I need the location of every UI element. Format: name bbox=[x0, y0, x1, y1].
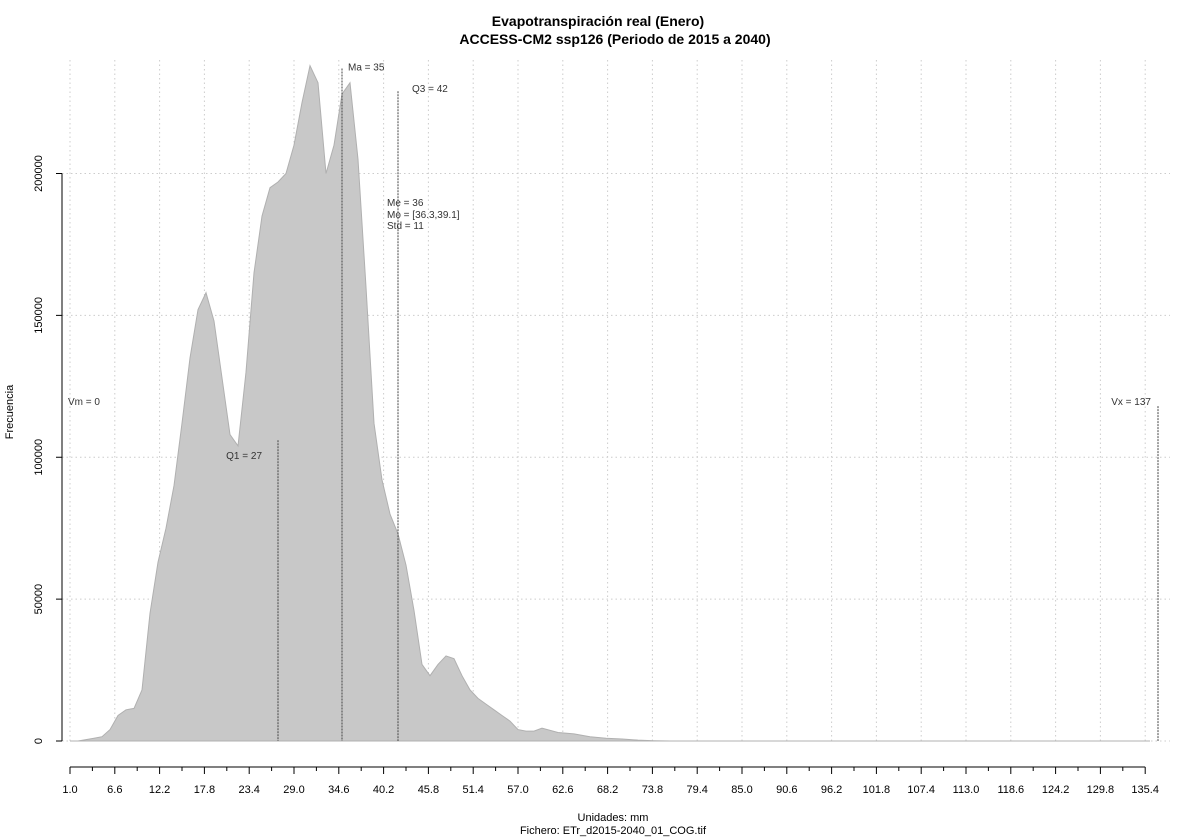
x-tick-label: 90.6 bbox=[776, 784, 797, 796]
x-tick-label: 34.6 bbox=[328, 784, 349, 796]
y-tick-label: 50000 bbox=[33, 584, 45, 615]
stat-label: Ma = 35 bbox=[348, 63, 385, 74]
stat-median: Me = 36 bbox=[387, 198, 424, 209]
x-tick-label: 118.6 bbox=[997, 784, 1024, 796]
x-axis-label: Unidades: mm bbox=[578, 812, 649, 824]
x-tick-label: 6.6 bbox=[107, 784, 122, 796]
stat-label: Q1 = 27 bbox=[226, 451, 262, 462]
x-tick-label: 124.2 bbox=[1042, 784, 1070, 796]
x-tick-label: 96.2 bbox=[821, 784, 842, 796]
x-tick-label: 79.4 bbox=[686, 784, 707, 796]
x-tick-label: 62.6 bbox=[552, 784, 573, 796]
y-tick-label: 150000 bbox=[33, 297, 45, 334]
x-tick-label: 113.0 bbox=[953, 784, 980, 796]
x-tick-label: 68.2 bbox=[597, 784, 618, 796]
chart-title: Evapotranspiración real (Enero) bbox=[492, 13, 704, 29]
x-tick-label: 12.2 bbox=[149, 784, 170, 796]
x-tick-label: 40.2 bbox=[373, 784, 394, 796]
stat-mode: Mo = [36.3,39.1] bbox=[387, 210, 460, 221]
x-tick-label: 51.4 bbox=[462, 784, 483, 796]
y-axis-label: Frecuencia bbox=[4, 384, 16, 439]
stat-label: Vm = 0 bbox=[68, 397, 100, 408]
footer-filename: Fichero: ETr_d2015-2040_01_COG.tif bbox=[520, 825, 707, 837]
y-tick-label: 100000 bbox=[33, 439, 45, 476]
x-tick-label: 57.0 bbox=[507, 784, 528, 796]
x-tick-label: 73.8 bbox=[642, 784, 663, 796]
x-tick-label: 45.8 bbox=[418, 784, 439, 796]
x-tick-label: 101.8 bbox=[863, 784, 891, 796]
chart-subtitle: ACCESS-CM2 ssp126 (Periodo de 2015 a 204… bbox=[459, 31, 770, 47]
x-tick-label: 17.8 bbox=[194, 784, 215, 796]
x-tick-label: 29.0 bbox=[283, 784, 304, 796]
density-area bbox=[70, 64, 1150, 742]
x-tick-label: 1.0 bbox=[62, 784, 77, 796]
x-tick-label: 129.8 bbox=[1087, 784, 1115, 796]
x-tick-label: 85.0 bbox=[731, 784, 752, 796]
x-tick-label: 23.4 bbox=[238, 784, 259, 796]
stat-label: Q3 = 42 bbox=[412, 84, 448, 95]
axes: 0 50000 100000 150000 200000 1.0 6.6 12.2 17.8 23… bbox=[33, 155, 1159, 796]
y-tick-label: 0 bbox=[33, 738, 45, 744]
stat-label: Vx = 137 bbox=[1111, 397, 1151, 408]
x-tick-label: 135.4 bbox=[1131, 784, 1159, 796]
x-tick-label: 107.4 bbox=[907, 784, 935, 796]
stat-std: Std = 11 bbox=[387, 221, 424, 232]
y-tick-label: 200000 bbox=[33, 155, 45, 192]
